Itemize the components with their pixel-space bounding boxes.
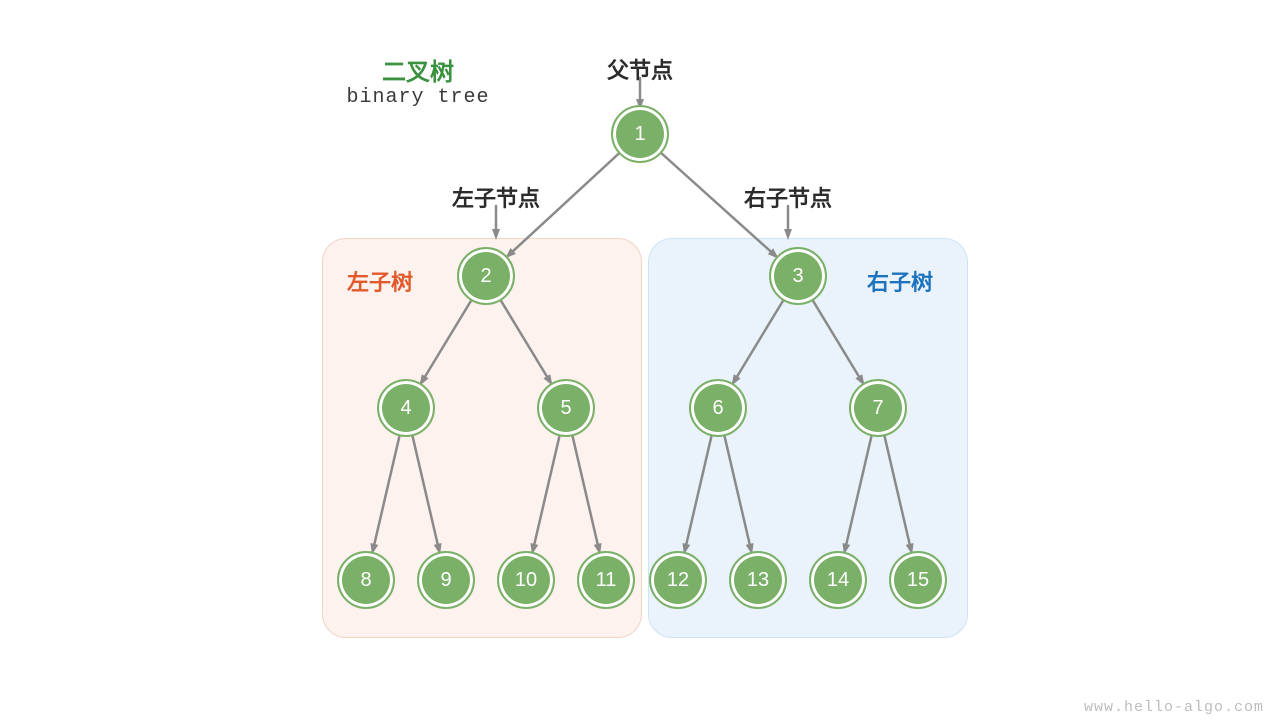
tree-node: 4 [377, 379, 435, 437]
tree-node: 14 [809, 551, 867, 609]
footer-watermark: www.hello-algo.com [1084, 699, 1264, 716]
tree-node-label: 6 [712, 397, 723, 420]
tree-node-label: 9 [440, 569, 451, 592]
tree-node: 12 [649, 551, 707, 609]
tree-node-label: 8 [360, 569, 371, 592]
tree-node-label: 15 [907, 569, 929, 592]
tree-node: 2 [457, 247, 515, 305]
tree-node: 9 [417, 551, 475, 609]
tree-node: 15 [889, 551, 947, 609]
tree-node-label: 11 [596, 569, 617, 592]
title-cn: 二叉树 [382, 52, 454, 87]
tree-node-label: 3 [792, 265, 803, 288]
tree-node: 7 [849, 379, 907, 437]
tree-node: 13 [729, 551, 787, 609]
title-en: binary tree [346, 86, 489, 109]
tree-node-label: 2 [480, 265, 491, 288]
label-right-subtree: 右子树 [867, 265, 933, 297]
tree-node: 6 [689, 379, 747, 437]
tree-node-label: 12 [667, 569, 689, 592]
tree-node: 1 [611, 105, 669, 163]
tree-node-label: 4 [400, 397, 411, 420]
label-left-child: 左子节点 [452, 181, 540, 213]
tree-node: 5 [537, 379, 595, 437]
tree-node-label: 13 [747, 569, 769, 592]
tree-node: 10 [497, 551, 555, 609]
tree-node: 3 [769, 247, 827, 305]
tree-node-label: 1 [634, 123, 645, 146]
tree-node-label: 7 [872, 397, 883, 420]
label-parent-node: 父节点 [607, 53, 673, 85]
tree-node-label: 5 [560, 397, 571, 420]
label-right-child: 右子节点 [744, 181, 832, 213]
tree-node-label: 14 [827, 569, 849, 592]
tree-node-label: 10 [515, 569, 537, 592]
tree-node: 11 [577, 551, 635, 609]
label-left-subtree: 左子树 [347, 265, 413, 297]
tree-node: 8 [337, 551, 395, 609]
